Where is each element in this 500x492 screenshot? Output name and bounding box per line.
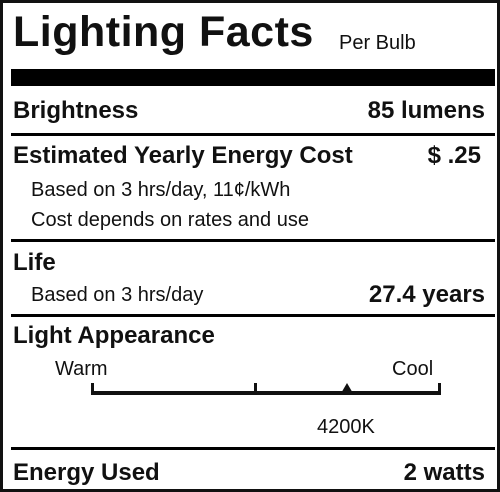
- warm-label: Warm: [55, 358, 108, 380]
- temperature-marker-icon: [339, 383, 354, 395]
- cool-label: Cool: [392, 358, 434, 380]
- cost-label: Estimated Yearly Energy Cost: [13, 142, 353, 169]
- brightness-label: Brightness: [13, 97, 139, 124]
- energy-value: 2 watts: [403, 459, 485, 486]
- color-temperature-scale: [91, 391, 441, 395]
- divider: [11, 239, 495, 242]
- scale-tick: [91, 383, 94, 395]
- scale-tick: [438, 383, 441, 395]
- life-value: 27.4 years: [368, 281, 485, 308]
- cost-note-depends: Cost depends on rates and use: [31, 209, 309, 231]
- cost-value: $ .25: [427, 142, 481, 169]
- cost-note-rate: Based on 3 hrs/day, 11¢/kWh: [31, 179, 291, 201]
- appearance-label: Light Appearance: [13, 322, 215, 349]
- kelvin-value: 4200K: [317, 416, 375, 438]
- energy-label: Energy Used: [13, 459, 160, 486]
- label-title: Lighting Facts: [13, 8, 314, 56]
- per-bulb-text: Per Bulb: [339, 32, 416, 54]
- scale-tick: [254, 383, 257, 395]
- divider: [11, 314, 495, 317]
- brightness-value: 85 lumens: [367, 97, 485, 124]
- divider: [11, 133, 495, 136]
- divider: [11, 447, 495, 450]
- life-note: Based on 3 hrs/day: [31, 284, 204, 306]
- life-label: Life: [13, 249, 56, 276]
- title-divider: [11, 69, 495, 86]
